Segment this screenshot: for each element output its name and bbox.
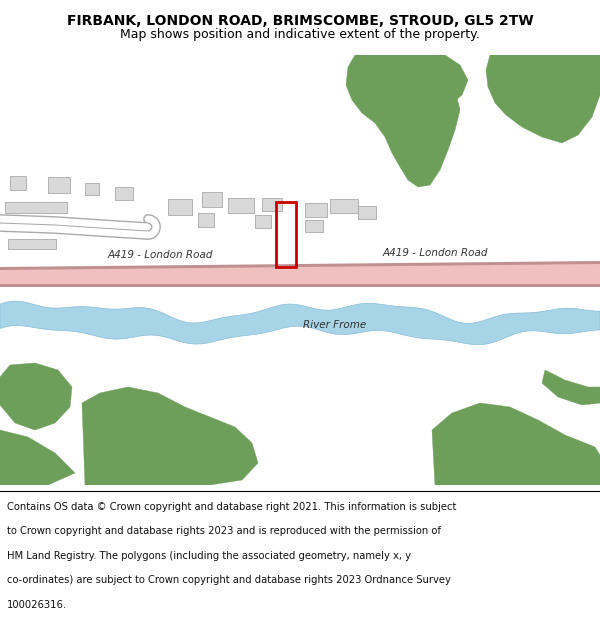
- Polygon shape: [420, 55, 468, 105]
- Bar: [198, 213, 214, 227]
- Polygon shape: [82, 387, 258, 485]
- Polygon shape: [486, 55, 600, 143]
- Polygon shape: [0, 261, 600, 287]
- Text: A419 - London Road: A419 - London Road: [382, 248, 488, 258]
- Polygon shape: [0, 264, 600, 284]
- Bar: [202, 192, 222, 207]
- Text: HM Land Registry. The polygons (including the associated geometry, namely x, y: HM Land Registry. The polygons (includin…: [7, 551, 411, 561]
- Text: FIRBANK, LONDON ROAD, BRIMSCOMBE, STROUD, GL5 2TW: FIRBANK, LONDON ROAD, BRIMSCOMBE, STROUD…: [67, 14, 533, 28]
- Text: River Frome: River Frome: [304, 320, 367, 330]
- Polygon shape: [432, 403, 600, 485]
- Bar: [228, 198, 254, 213]
- Bar: [262, 198, 282, 211]
- Text: co-ordinates) are subject to Crown copyright and database rights 2023 Ordnance S: co-ordinates) are subject to Crown copyr…: [7, 575, 451, 585]
- Bar: [115, 187, 133, 200]
- Bar: [305, 220, 323, 232]
- Text: A419 - London Road: A419 - London Road: [107, 250, 213, 260]
- Bar: [276, 202, 296, 267]
- Text: Contains OS data © Crown copyright and database right 2021. This information is : Contains OS data © Crown copyright and d…: [7, 502, 457, 512]
- Bar: [5, 219, 63, 230]
- Polygon shape: [0, 430, 75, 485]
- Bar: [8, 239, 56, 249]
- Bar: [305, 203, 327, 217]
- Polygon shape: [346, 55, 460, 187]
- Bar: [168, 199, 192, 215]
- Polygon shape: [542, 370, 600, 405]
- Text: to Crown copyright and database rights 2023 and is reproduced with the permissio: to Crown copyright and database rights 2…: [7, 526, 441, 536]
- Text: Map shows position and indicative extent of the property.: Map shows position and indicative extent…: [120, 28, 480, 41]
- Polygon shape: [0, 363, 72, 430]
- Bar: [85, 183, 99, 195]
- Bar: [10, 176, 26, 190]
- Bar: [48, 177, 70, 193]
- Bar: [330, 199, 358, 213]
- Polygon shape: [0, 301, 600, 345]
- Text: 100026316.: 100026316.: [7, 600, 67, 610]
- Bar: [5, 202, 67, 213]
- Bar: [255, 215, 271, 228]
- Bar: [358, 206, 376, 219]
